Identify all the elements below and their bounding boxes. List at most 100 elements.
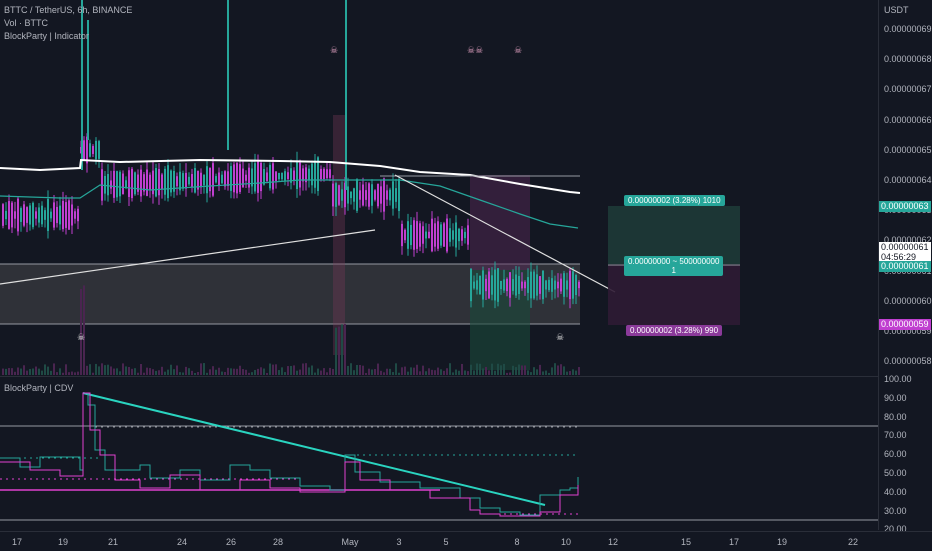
indicator-line[interactable]: BlockParty | Indicator: [4, 31, 89, 41]
time-tick-label: 26: [225, 537, 237, 547]
volume-bar: [341, 324, 343, 375]
teal-ma-line: [0, 179, 579, 229]
volume-bar: [206, 372, 208, 375]
symbol-line[interactable]: BTTC / TetherUS, 6h, BINANCE: [4, 5, 133, 15]
volume-bar: [50, 370, 52, 375]
volume-bar: [197, 372, 199, 375]
volume-bar: [542, 371, 544, 375]
volume-bar: [359, 364, 361, 375]
volume-bar: [227, 367, 229, 375]
volume-bar: [8, 368, 10, 375]
volume-bar: [554, 363, 556, 375]
volume-bars: [2, 285, 580, 375]
volume-bar: [455, 369, 457, 375]
volume-bar: [530, 372, 532, 375]
cdv-tick-label: 60.00: [884, 449, 907, 460]
volume-bar: [353, 370, 355, 375]
volume-bar: [578, 367, 580, 375]
cdv-tick-label: 40.00: [884, 486, 907, 497]
target-zone[interactable]: [608, 206, 740, 264]
volume-bar: [317, 368, 319, 375]
price-tick-label: 0.00000069: [884, 24, 932, 34]
time-axis[interactable]: [0, 531, 932, 551]
volume-bar: [98, 366, 100, 375]
volume-bar: [347, 365, 349, 375]
entry-label-main: 0.00000000 ~ 500000000: [628, 257, 720, 266]
volume-bar: [260, 367, 262, 375]
volume-bar: [515, 367, 517, 375]
cdv-pink-step-line: [0, 392, 579, 517]
volume-bar: [302, 363, 304, 375]
volume-bar: [470, 364, 472, 375]
volume-bar: [503, 363, 505, 375]
entry-label-sub: 1: [671, 266, 676, 275]
volume-bar: [332, 368, 334, 375]
volume-bar: [188, 368, 190, 375]
cdv-tick-label: 20.00: [884, 524, 907, 535]
volume-bar: [413, 367, 415, 375]
volume-bar: [395, 363, 397, 375]
price-tick-label: 0.00000067: [884, 84, 932, 95]
time-tick-label: 19: [57, 537, 69, 547]
volume-bar: [278, 370, 280, 375]
candles: [2, 0, 580, 309]
volume-bar: [47, 366, 49, 375]
falling-trendline: [394, 174, 616, 293]
volume-bar: [545, 370, 547, 375]
volume-bar: [35, 366, 37, 375]
volume-bar: [65, 364, 67, 375]
volume-bar: [551, 367, 553, 375]
volume-bar: [203, 363, 205, 375]
cdv-tick-label: 70.00: [884, 430, 907, 441]
volume-bar: [269, 363, 271, 375]
time-tick-label: 24: [176, 537, 188, 547]
time-tick-label: 10: [560, 537, 572, 547]
volume-bar: [401, 367, 403, 375]
volume-bar: [407, 371, 409, 375]
rising-trendline: [0, 229, 376, 285]
volume-bar: [452, 372, 454, 375]
volume-bar: [431, 369, 433, 375]
skull-marker-icon: ☠: [330, 45, 338, 55]
volume-bar: [569, 371, 571, 375]
volume-bar: [200, 363, 202, 375]
volume-bar: [29, 368, 31, 375]
volume-bar: [560, 364, 562, 375]
volume-bar: [176, 365, 178, 375]
volume-bar: [236, 368, 238, 375]
highlight-column: [470, 175, 530, 270]
volume-bar: [371, 369, 373, 375]
currency-label: USDT: [884, 5, 909, 15]
cdv-tick-label: 90.00: [884, 392, 907, 403]
volume-bar: [491, 363, 493, 375]
pane-divider[interactable]: [0, 376, 878, 377]
volume-bar: [251, 372, 253, 375]
volume-bar: [137, 372, 139, 375]
volume-bar: [212, 366, 214, 375]
volume-bar: [107, 364, 109, 375]
time-tick-label: 5: [443, 537, 449, 547]
current-price-tag: 0.00000061: [879, 242, 931, 253]
volume-bar: [521, 365, 523, 375]
volume-bar: [383, 372, 385, 375]
cdv-teal-step-line: [0, 392, 579, 516]
volume-bar: [266, 372, 268, 375]
base-price-tag: 0.00000061: [879, 261, 931, 272]
volume-bar: [557, 365, 559, 375]
price-tick-label: 0.00000060: [884, 295, 932, 306]
volume-bar: [494, 370, 496, 375]
cdv-tick-label: 80.00: [884, 411, 907, 422]
cdv-tick-label: 50.00: [884, 468, 907, 478]
volume-bar: [95, 363, 97, 375]
volume-line[interactable]: Vol · BTTC: [4, 18, 49, 28]
volume-bar: [17, 367, 19, 375]
stop-label: 0.00000002 (3.28%) 990: [626, 325, 723, 336]
volume-bar: [443, 370, 445, 375]
volume-bar: [287, 366, 289, 375]
volume-bar: [482, 368, 484, 375]
cdv-title[interactable]: BlockParty | CDV: [4, 383, 74, 393]
volume-bar: [563, 366, 565, 375]
volume-bar: [113, 368, 115, 375]
volume-bar: [290, 365, 292, 375]
